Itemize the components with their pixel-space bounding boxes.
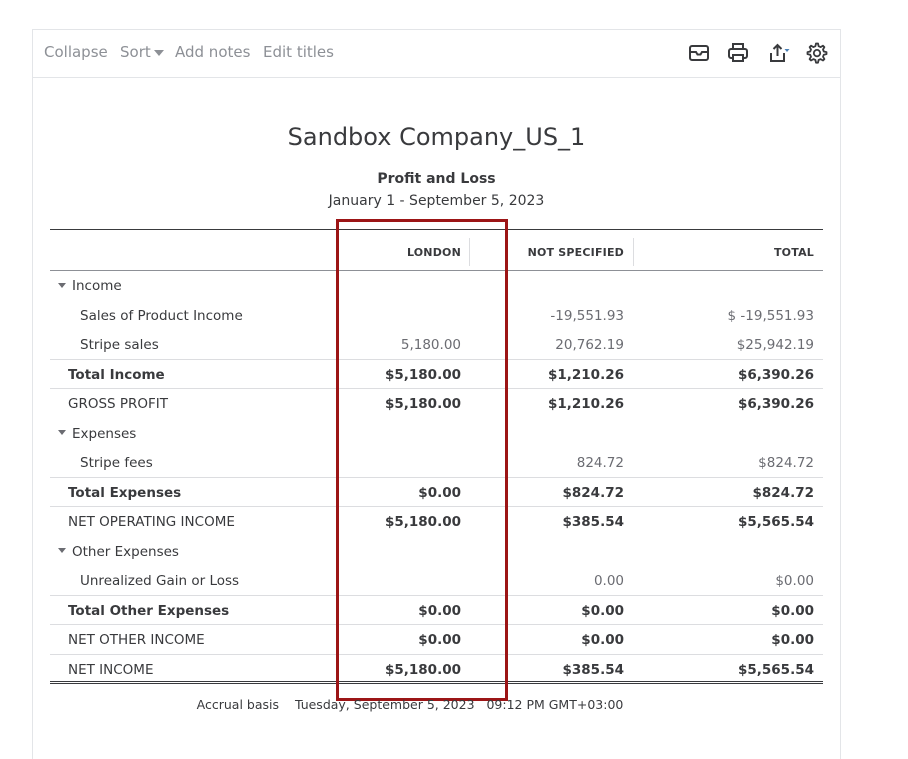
cell-total[interactable]: $6,390.26 — [737, 396, 814, 412]
print-icon[interactable] — [726, 41, 750, 65]
cell-total[interactable]: $824.72 — [758, 455, 814, 471]
section-toggle-expenses[interactable]: Expenses — [58, 426, 136, 442]
cell-total[interactable]: $0.00 — [775, 573, 814, 589]
table-row: Other Expenses — [50, 537, 823, 567]
cell-london[interactable]: $0.00 — [418, 632, 461, 648]
table-row: Total Other Expenses $0.00 $0.00 $0.00 — [50, 596, 823, 625]
cell-total[interactable]: $25,942.19 — [736, 337, 814, 353]
cell-total[interactable]: $6,390.26 — [737, 366, 814, 383]
cell-not-specified[interactable]: $385.54 — [562, 514, 625, 530]
cell-london[interactable]: $5,180.00 — [384, 366, 461, 383]
report-title: Profit and Loss — [377, 171, 496, 187]
row-label: Income — [72, 278, 122, 294]
table-row: Total Expenses $0.00 $824.72 $824.72 — [50, 478, 823, 507]
table-header: LONDON NOT SPECIFIED TOTAL — [50, 229, 823, 271]
section-toggle-income[interactable]: Income — [58, 278, 122, 294]
cell-not-specified[interactable]: $824.72 — [562, 484, 625, 501]
row-label: Total Expenses — [68, 484, 182, 501]
report-period: January 1 - September 5, 2023 — [328, 193, 545, 209]
table-row: NET OTHER INCOME $0.00 $0.00 $0.00 — [50, 625, 823, 655]
table-row: GROSS PROFIT $5,180.00 $1,210.26 $6,390.… — [50, 389, 823, 419]
sort-label: Sort — [120, 43, 151, 61]
cell-total[interactable]: $5,565.54 — [737, 514, 814, 530]
report-table: LONDON NOT SPECIFIED TOTAL Income Sales … — [50, 229, 823, 684]
section-toggle-other-expenses[interactable]: Other Expenses — [58, 544, 179, 560]
email-icon[interactable] — [687, 41, 711, 65]
cell-not-specified[interactable]: $0.00 — [581, 602, 624, 619]
column-divider — [469, 238, 470, 266]
caret-down-icon — [58, 430, 66, 435]
edit-titles-button[interactable]: Edit titles — [263, 43, 334, 61]
report-panel: Collapse Sort Add notes Edit titles Sand… — [32, 29, 841, 759]
cell-not-specified[interactable]: 20,762.19 — [555, 337, 624, 353]
caret-down-icon — [58, 548, 66, 553]
row-label: Total Other Expenses — [68, 602, 230, 619]
column-header-not-specified[interactable]: NOT SPECIFIED — [527, 246, 624, 259]
cell-not-specified[interactable]: $0.00 — [581, 632, 624, 648]
row-label: Other Expenses — [72, 543, 179, 560]
column-divider — [633, 238, 634, 266]
table-row: NET INCOME $5,180.00 $385.54 $5,565.54 — [50, 655, 823, 684]
cell-total[interactable]: $0.00 — [771, 602, 814, 619]
cell-london[interactable]: $0.00 — [418, 602, 461, 619]
accounting-basis: Accrual basis — [196, 697, 279, 712]
row-label: Sales of Product Income — [80, 307, 243, 324]
row-label: NET OPERATING INCOME — [68, 514, 235, 530]
table-row: Sales of Product Income -19,551.93 $ -19… — [50, 301, 823, 331]
cell-not-specified[interactable]: 824.72 — [576, 455, 624, 471]
cell-not-specified[interactable]: 0.00 — [593, 573, 624, 589]
row-label: Unrealized Gain or Loss — [80, 573, 240, 589]
cell-london[interactable]: $0.00 — [418, 484, 461, 501]
table-row: Total Income $5,180.00 $1,210.26 $6,390.… — [50, 360, 823, 389]
cell-total[interactable]: $0.00 — [771, 632, 814, 648]
cell-london[interactable]: $5,180.00 — [384, 661, 461, 678]
row-label: Expenses — [72, 425, 137, 442]
table-row: Income — [50, 271, 823, 301]
column-header-total[interactable]: TOTAL — [773, 246, 814, 259]
cell-not-specified[interactable]: $385.54 — [562, 661, 625, 678]
caret-down-icon — [58, 282, 66, 288]
cell-london[interactable]: 5,180.00 — [400, 337, 461, 353]
report-toolbar: Collapse Sort Add notes Edit titles — [33, 30, 840, 78]
cell-total[interactable]: $5,565.54 — [737, 661, 814, 678]
table-row: Stripe sales 5,180.00 20,762.19 $25,942.… — [50, 330, 823, 360]
cell-total[interactable]: $824.72 — [752, 484, 815, 501]
table-row: Stripe fees 824.72 $824.72 — [50, 448, 823, 478]
row-label: Stripe fees — [80, 455, 153, 471]
company-name: Sandbox Company_US_1 — [287, 123, 586, 151]
row-label: GROSS PROFIT — [68, 396, 169, 412]
collapse-button[interactable]: Collapse — [44, 43, 108, 61]
column-header-london[interactable]: LONDON — [406, 246, 461, 259]
cell-not-specified[interactable]: -19,551.93 — [550, 307, 624, 324]
chevron-down-icon — [153, 49, 164, 56]
report-footer: Accrual basis Tuesday, September 5, 2023… — [0, 697, 820, 712]
export-icon[interactable] — [767, 41, 791, 65]
cell-not-specified[interactable]: $1,210.26 — [547, 366, 624, 383]
table-row: Expenses — [50, 419, 823, 449]
cell-london[interactable]: $5,180.00 — [384, 396, 461, 412]
gear-icon[interactable] — [805, 41, 829, 65]
table-row: NET OPERATING INCOME $5,180.00 $385.54 $… — [50, 507, 823, 537]
cell-not-specified[interactable]: $1,210.26 — [547, 396, 624, 412]
sort-button[interactable]: Sort — [120, 43, 164, 61]
add-notes-button[interactable]: Add notes — [175, 43, 251, 61]
cell-london[interactable]: $5,180.00 — [384, 514, 461, 530]
report-timestamp: Tuesday, September 5, 2023 09:12 PM GMT+… — [294, 697, 624, 712]
row-label: Stripe sales — [80, 337, 159, 353]
cell-total[interactable]: $ -19,551.93 — [727, 307, 814, 324]
row-label: NET INCOME — [68, 661, 154, 678]
row-label: NET OTHER INCOME — [68, 632, 205, 648]
table-row: Unrealized Gain or Loss 0.00 $0.00 — [50, 566, 823, 596]
row-label: Total Income — [68, 366, 165, 383]
